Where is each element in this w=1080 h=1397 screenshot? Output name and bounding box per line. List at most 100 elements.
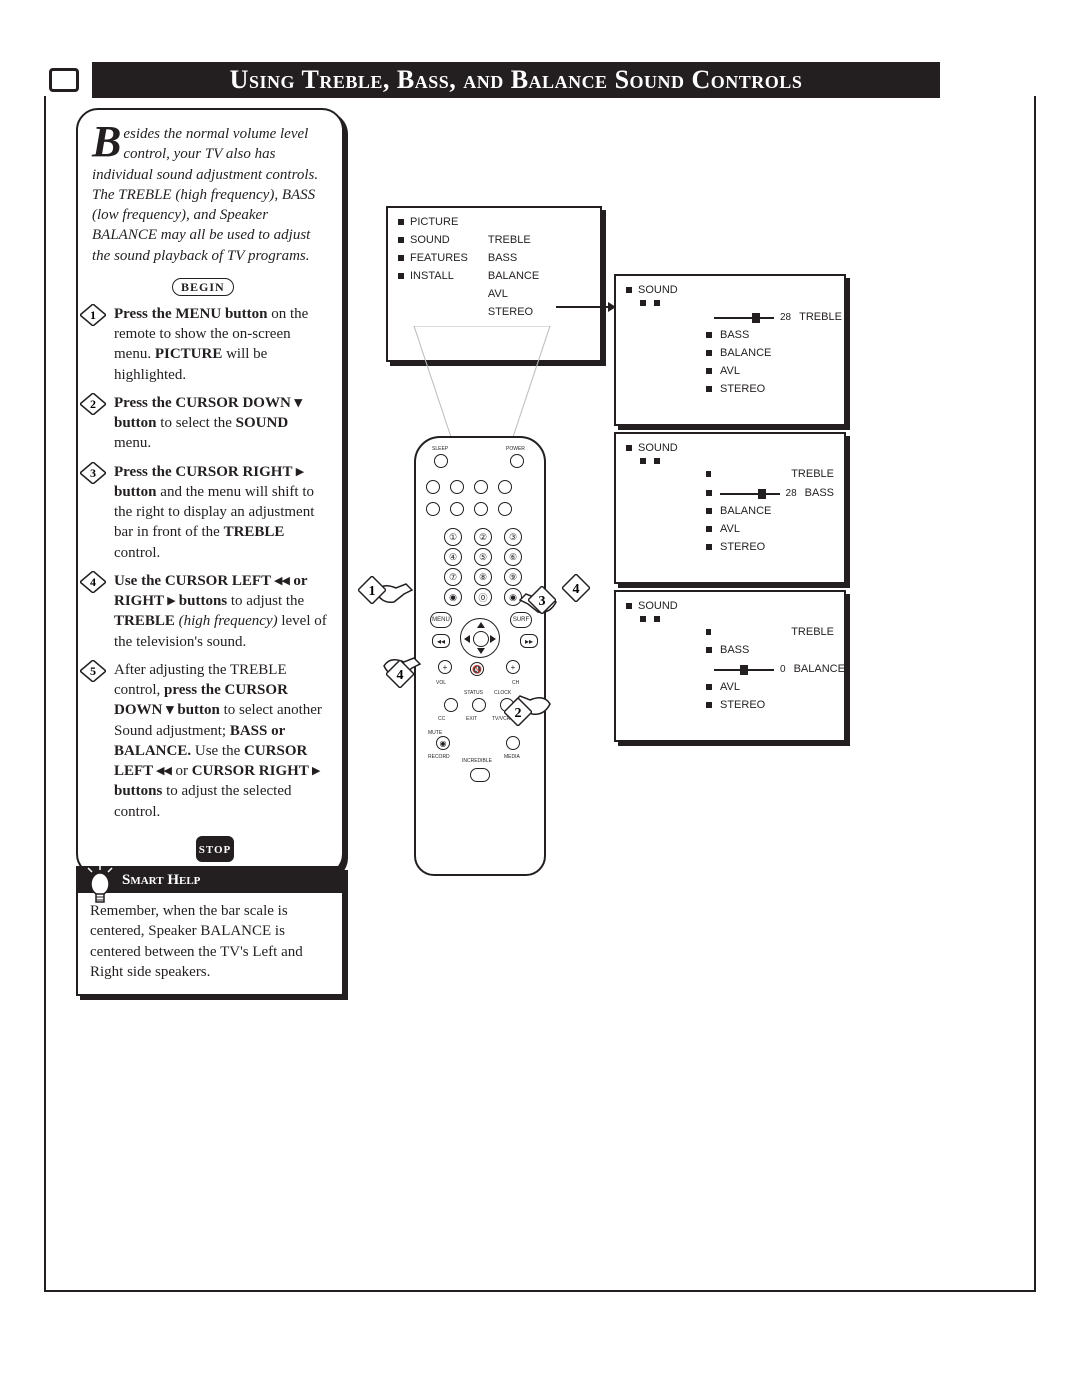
osd-item: AVL xyxy=(488,288,508,300)
osd-item: STEREO xyxy=(488,306,533,318)
osd-item: BALANCE xyxy=(720,347,771,359)
intro-paragraph: B esides the normal volume level control… xyxy=(92,124,328,266)
step-2: 2 Press the CURSOR DOWN ▾ button to sele… xyxy=(114,393,328,454)
tv-icon xyxy=(44,62,84,98)
slider-value: 28 xyxy=(780,312,791,323)
svg-text:2: 2 xyxy=(90,397,96,411)
step-diamond-icon: 5 xyxy=(80,660,106,682)
lightbulb-icon xyxy=(84,864,116,908)
remote-label: VOL xyxy=(436,680,446,686)
osd-head: SOUND xyxy=(638,442,678,454)
intro-text: esides the normal volume level control, … xyxy=(92,126,318,264)
keypad-8[interactable]: ⑧ xyxy=(474,568,492,586)
keypad-3[interactable]: ③ xyxy=(504,528,522,546)
svg-text:4: 4 xyxy=(397,668,404,683)
osd-item: TREBLE xyxy=(488,234,531,246)
tv-beam xyxy=(408,326,556,440)
media-button[interactable] xyxy=(506,736,520,750)
step-tag-3: 3 xyxy=(528,586,556,614)
osd-item: INSTALL xyxy=(410,270,454,282)
osd-bass-panel: SOUND TREBLE 28 BASS BALANCE AVL STEREO xyxy=(614,432,846,584)
remote-button[interactable] xyxy=(450,480,464,494)
osd-item: BALANCE xyxy=(720,505,771,517)
smart-help-panel: Smart Help Remember, when the bar scale … xyxy=(76,866,344,996)
osd-item: BASS xyxy=(720,329,749,341)
keypad-5[interactable]: ⑤ xyxy=(474,548,492,566)
svg-text:3: 3 xyxy=(539,594,546,609)
remote-label: CLOCK xyxy=(494,690,511,696)
step-diamond-icon: 2 xyxy=(80,393,106,415)
svg-text:1: 1 xyxy=(369,584,376,599)
dropcap: B xyxy=(92,124,123,160)
remote-label: EXIT xyxy=(466,716,477,722)
osd-item: BALANCE xyxy=(794,663,845,675)
status-button[interactable] xyxy=(472,698,486,712)
step-4: 4 Use the CURSOR LEFT ◂◂ or RIGHT ▸ butt… xyxy=(114,571,328,652)
remote-button[interactable] xyxy=(450,502,464,516)
remote-button[interactable] xyxy=(498,480,512,494)
keypad-6[interactable]: ⑥ xyxy=(504,548,522,566)
remote-label: MUTE xyxy=(428,730,442,736)
stop-badge: STOP xyxy=(196,836,234,862)
remote-control: SLEEP POWER ①②③ ④⑤⑥ ⑦⑧⑨ ◉⓪◉ MENU SURF ◂◂… xyxy=(414,436,546,876)
begin-badge: BEGIN xyxy=(172,278,234,296)
keypad-2[interactable]: ② xyxy=(474,528,492,546)
step-diamond-icon: 3 xyxy=(80,462,106,484)
osd-item: AVL xyxy=(720,365,740,377)
keypad-7[interactable]: ⑦ xyxy=(444,568,462,586)
osd-item: AVL xyxy=(720,523,740,535)
ch-up-button[interactable]: + xyxy=(506,660,520,674)
remote-label: SLEEP xyxy=(432,446,448,452)
osd-item: BASS xyxy=(720,644,749,656)
menu-button[interactable]: MENU xyxy=(430,612,452,628)
slider-value: 28 xyxy=(786,488,797,499)
remote-button[interactable] xyxy=(474,502,488,516)
osd-item: STEREO xyxy=(720,699,765,711)
remote-label: STATUS xyxy=(464,690,483,696)
step-text: Press the CURSOR RIGHT ▸ button and the … xyxy=(114,464,314,561)
connector-line xyxy=(556,306,614,308)
step-1: 1 Press the MENU button on the remote to… xyxy=(114,304,328,385)
svg-text:4: 4 xyxy=(573,582,580,597)
keypad-9[interactable]: ⑨ xyxy=(504,568,522,586)
keypad-0[interactable]: ⓪ xyxy=(474,588,492,606)
osd-item: BASS xyxy=(488,252,517,264)
osd-item: FEATURES xyxy=(410,252,468,264)
step-tag-1: 1 xyxy=(358,576,386,604)
sleep-button[interactable] xyxy=(434,454,448,468)
cc-button[interactable] xyxy=(444,698,458,712)
step-5: 5 After adjusting the TREBLE control, pr… xyxy=(114,660,328,822)
svg-text:1: 1 xyxy=(90,308,96,322)
svg-text:2: 2 xyxy=(515,706,522,721)
step-tag-4a: 4 xyxy=(562,574,590,602)
step-text: Use the CURSOR LEFT ◂◂ or RIGHT ▸ button… xyxy=(114,573,327,650)
osd-item: STEREO xyxy=(720,383,765,395)
record-button[interactable]: ◉ xyxy=(436,736,450,750)
incredible-button[interactable] xyxy=(470,768,490,782)
osd-item: BASS xyxy=(805,487,834,499)
page-title: Using Treble, Bass, and Balance Sound Co… xyxy=(92,62,940,98)
osd-item: BALANCE xyxy=(488,270,539,282)
remote-label: POWER xyxy=(506,446,525,452)
keypad-smart[interactable]: ◉ xyxy=(444,588,462,606)
keypad-4[interactable]: ④ xyxy=(444,548,462,566)
remote-label: CC xyxy=(438,716,445,722)
step-tag-2: 2 xyxy=(504,698,532,726)
osd-treble-panel: SOUND 28 TREBLE BASS BALANCE AVL STEREO xyxy=(614,274,846,426)
remote-button[interactable] xyxy=(498,502,512,516)
ffwd-button[interactable]: ▸▸ xyxy=(520,634,538,648)
remote-button[interactable] xyxy=(426,480,440,494)
osd-item: STEREO xyxy=(720,541,765,553)
step-text: Press the CURSOR DOWN ▾ button to select… xyxy=(114,395,302,452)
remote-label: INCREDIBLE xyxy=(462,758,492,764)
power-button[interactable] xyxy=(510,454,524,468)
remote-button[interactable] xyxy=(426,502,440,516)
mute-button[interactable]: 🔇 xyxy=(470,662,484,676)
rewind-button[interactable]: ◂◂ xyxy=(432,634,450,648)
osd-item: TREBLE xyxy=(799,311,842,323)
remote-button[interactable] xyxy=(474,480,488,494)
vol-up-button[interactable]: + xyxy=(438,660,452,674)
osd-item: PICTURE xyxy=(410,216,458,228)
keypad-1[interactable]: ① xyxy=(444,528,462,546)
osd-item: TREBLE xyxy=(791,468,834,480)
